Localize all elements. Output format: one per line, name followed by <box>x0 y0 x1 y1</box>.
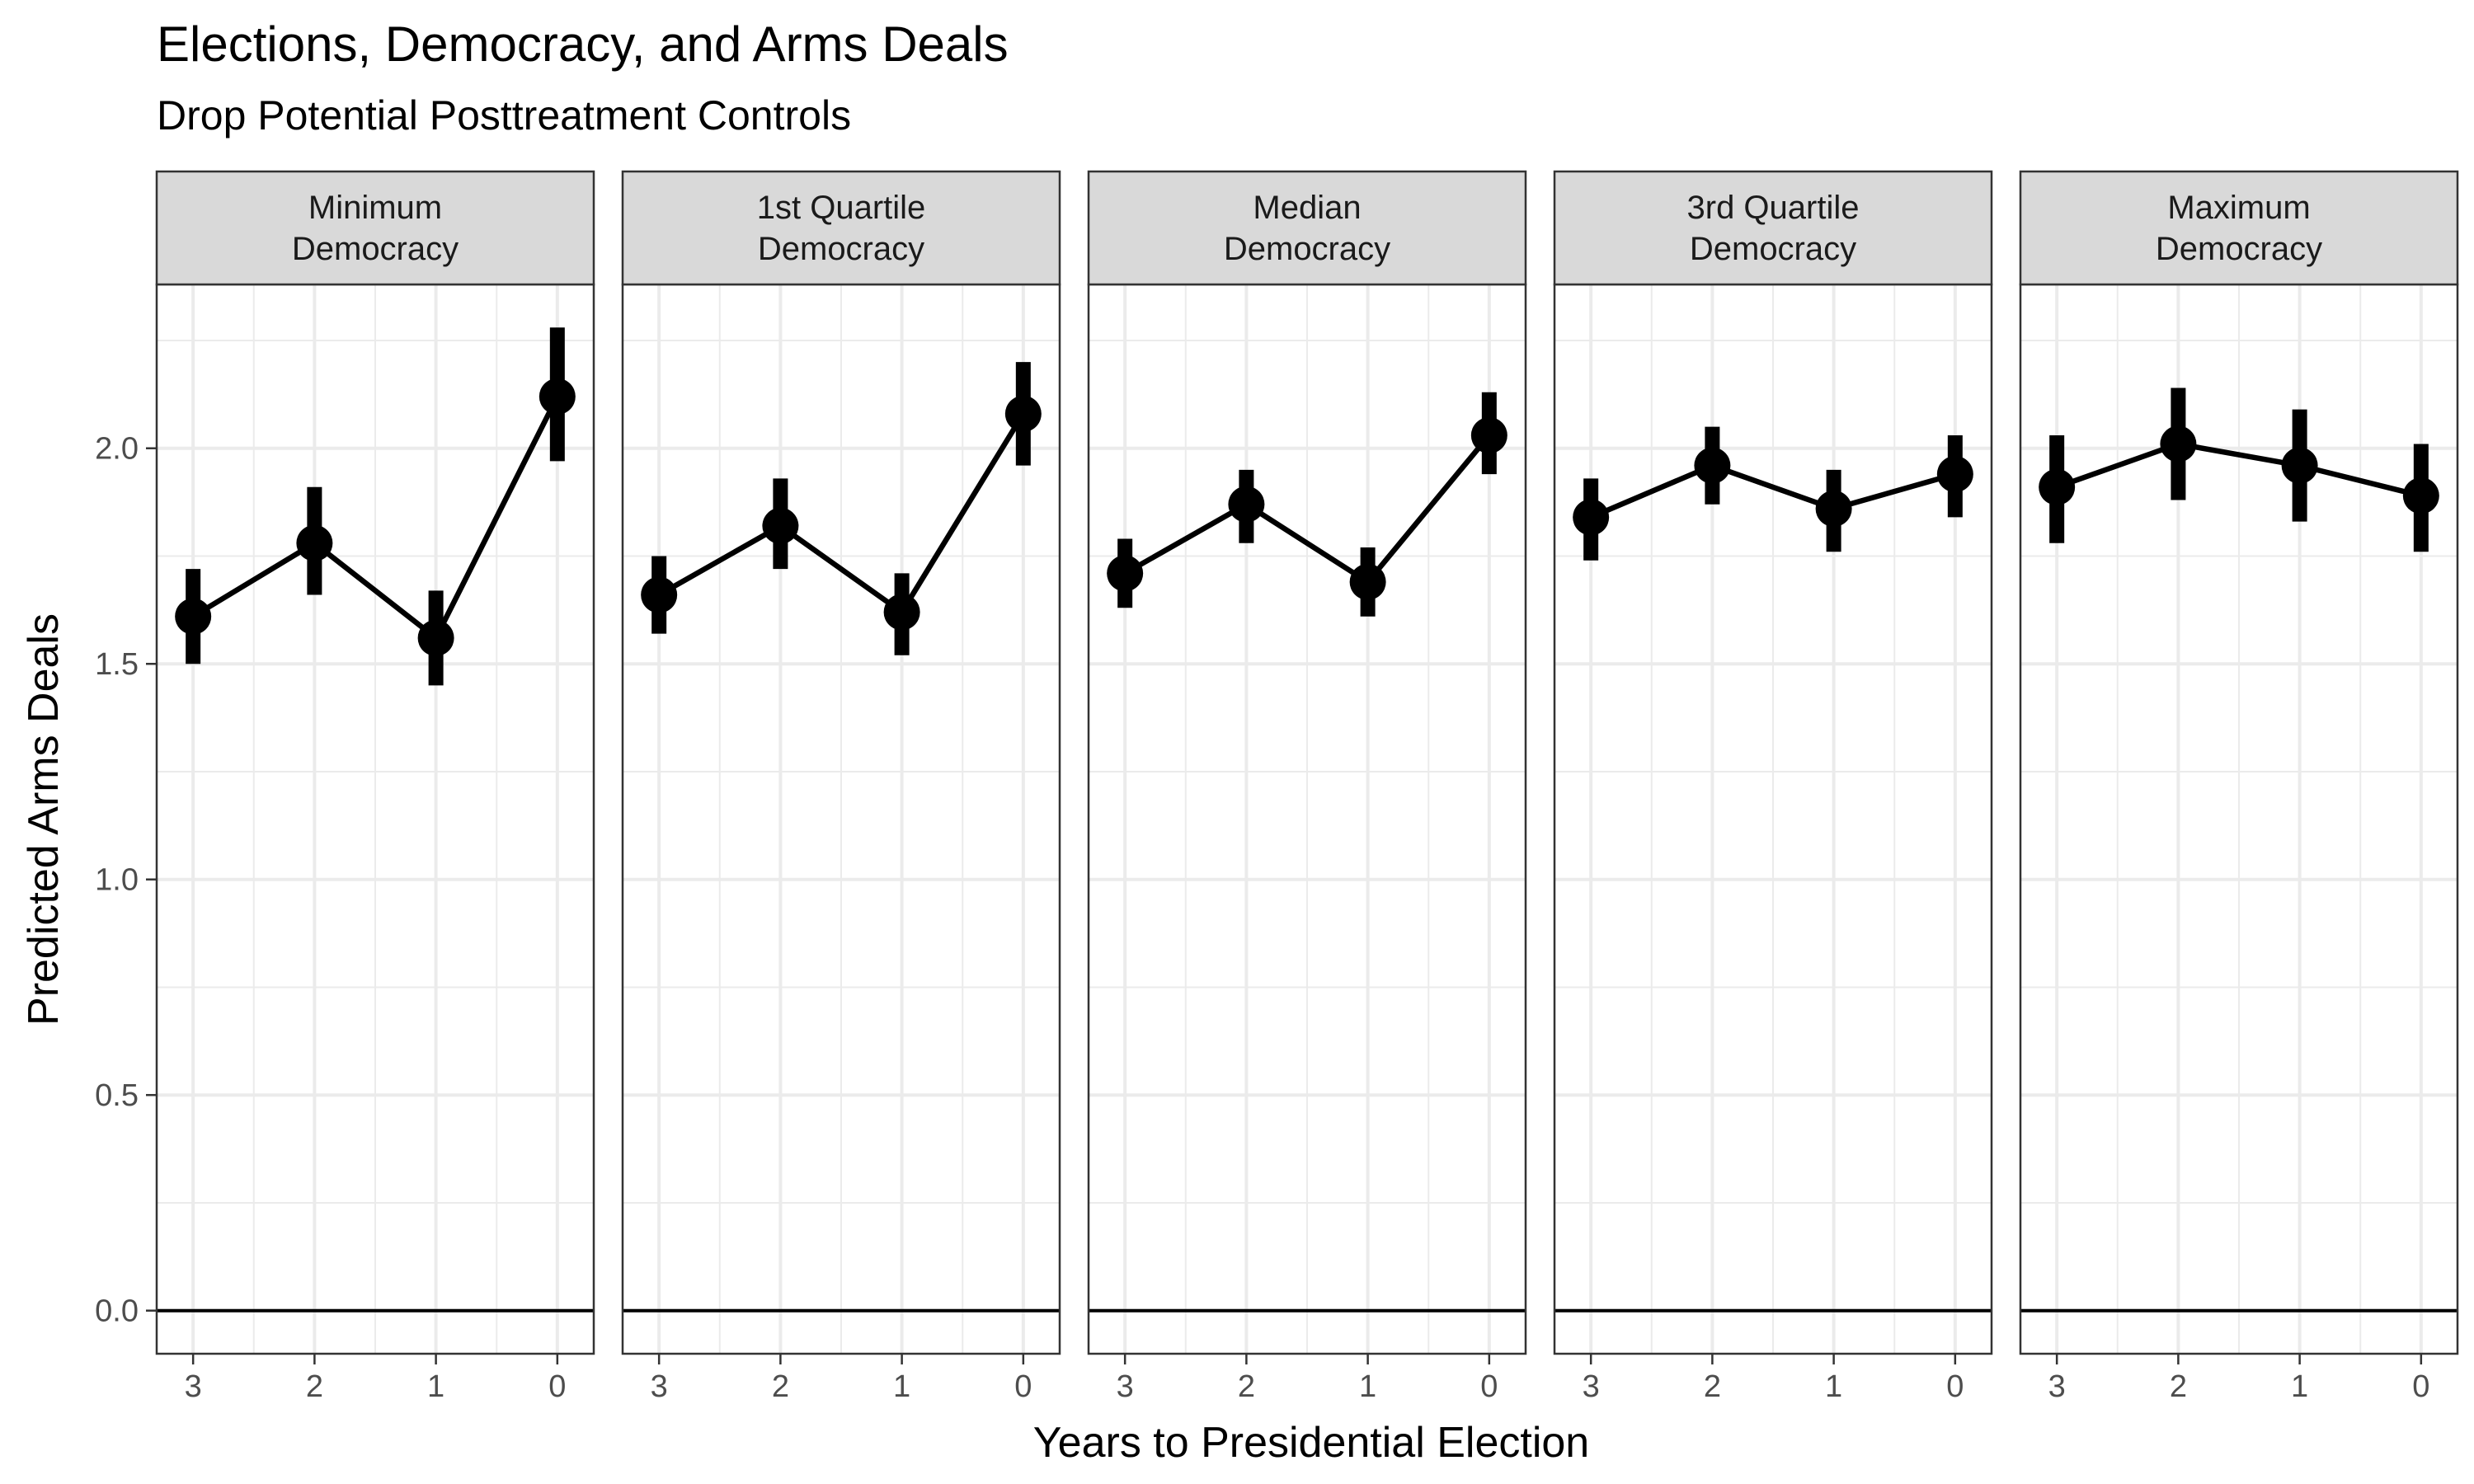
x-tick-label: 3 <box>2048 1369 2066 1404</box>
y-tick-label: 1.5 <box>95 647 139 682</box>
data-point <box>2160 425 2197 463</box>
y-tick-label: 1.0 <box>95 863 139 898</box>
y-tick-label: 0.0 <box>95 1294 139 1329</box>
x-axis-title: Years to Presidential Election <box>1033 1419 1589 1467</box>
x-tick-label: 0 <box>548 1369 566 1404</box>
series-line <box>1589 463 1956 520</box>
data-point <box>1936 456 1973 493</box>
x-tick-label: 1 <box>427 1369 444 1404</box>
y-tick-label: 2.0 <box>95 432 139 467</box>
data-point <box>762 507 799 544</box>
facet-strip-label: Democracy <box>1224 231 1390 267</box>
facet-strip-label: 3rd Quartile <box>1687 190 1860 226</box>
chart-title: Elections, Democracy, and Arms Deals <box>157 16 1009 72</box>
facet-strip-label: Democracy <box>292 231 459 267</box>
data-point <box>539 378 576 415</box>
facet-strip <box>621 170 1061 286</box>
data-point <box>296 524 333 561</box>
x-tick-label: 1 <box>2291 1369 2308 1404</box>
x-tick-label: 2 <box>1238 1369 1255 1404</box>
facet-strip-label: Democracy <box>1690 231 1856 267</box>
x-tick-label: 2 <box>772 1369 789 1404</box>
x-tick-label: 0 <box>1480 1369 1498 1404</box>
data-point <box>175 598 212 635</box>
data-point <box>641 576 678 613</box>
data-point <box>2281 447 2318 484</box>
y-tick-label: 0.5 <box>95 1078 139 1113</box>
facet-strip-label: Median <box>1253 190 1361 226</box>
x-tick-label: 2 <box>1704 1369 1721 1404</box>
x-tick-label: 3 <box>185 1369 202 1404</box>
facet-strip <box>1087 170 1527 286</box>
data-point <box>2402 477 2439 514</box>
facet-strip-label: Minimum <box>308 190 442 226</box>
data-point <box>1004 395 1042 432</box>
series-line <box>191 395 560 641</box>
x-tick-label: 3 <box>1583 1369 1600 1404</box>
facet-strip-label: Democracy <box>758 231 924 267</box>
data-point <box>1107 555 1144 592</box>
x-tick-label: 3 <box>651 1369 668 1404</box>
chart-subtitle: Drop Potential Posttreatment Controls <box>157 92 852 139</box>
data-point <box>1573 499 1610 536</box>
x-tick-label: 0 <box>2412 1369 2429 1404</box>
facet-strip <box>1553 170 1993 286</box>
series-line <box>2056 441 2422 499</box>
facet-strip-label: Democracy <box>2156 231 2322 267</box>
data-point <box>417 619 454 656</box>
facet-strip-label: 1st Quartile <box>757 190 926 226</box>
x-tick-label: 1 <box>1359 1369 1376 1404</box>
data-point <box>1815 490 1852 527</box>
x-tick-label: 1 <box>893 1369 910 1404</box>
facet-strip <box>155 170 595 286</box>
facet-strip-label: Maximum <box>2167 190 2310 226</box>
x-tick-label: 1 <box>1825 1369 1842 1404</box>
data-point <box>1349 563 1386 600</box>
x-tick-label: 0 <box>1014 1369 1032 1404</box>
series-line <box>657 412 1026 615</box>
x-tick-label: 3 <box>1117 1369 1134 1404</box>
series-line <box>1123 433 1492 585</box>
facet-strip <box>2019 170 2459 286</box>
x-tick-label: 2 <box>2170 1369 2187 1404</box>
data-point <box>2039 468 2076 505</box>
data-point <box>1694 447 1731 484</box>
y-axis-title: Predicted Arms Deals <box>20 613 68 1026</box>
x-tick-label: 2 <box>306 1369 323 1404</box>
x-tick-label: 0 <box>1946 1369 1964 1404</box>
data-point <box>1228 486 1265 523</box>
data-point <box>883 594 920 631</box>
data-point <box>1470 417 1507 454</box>
